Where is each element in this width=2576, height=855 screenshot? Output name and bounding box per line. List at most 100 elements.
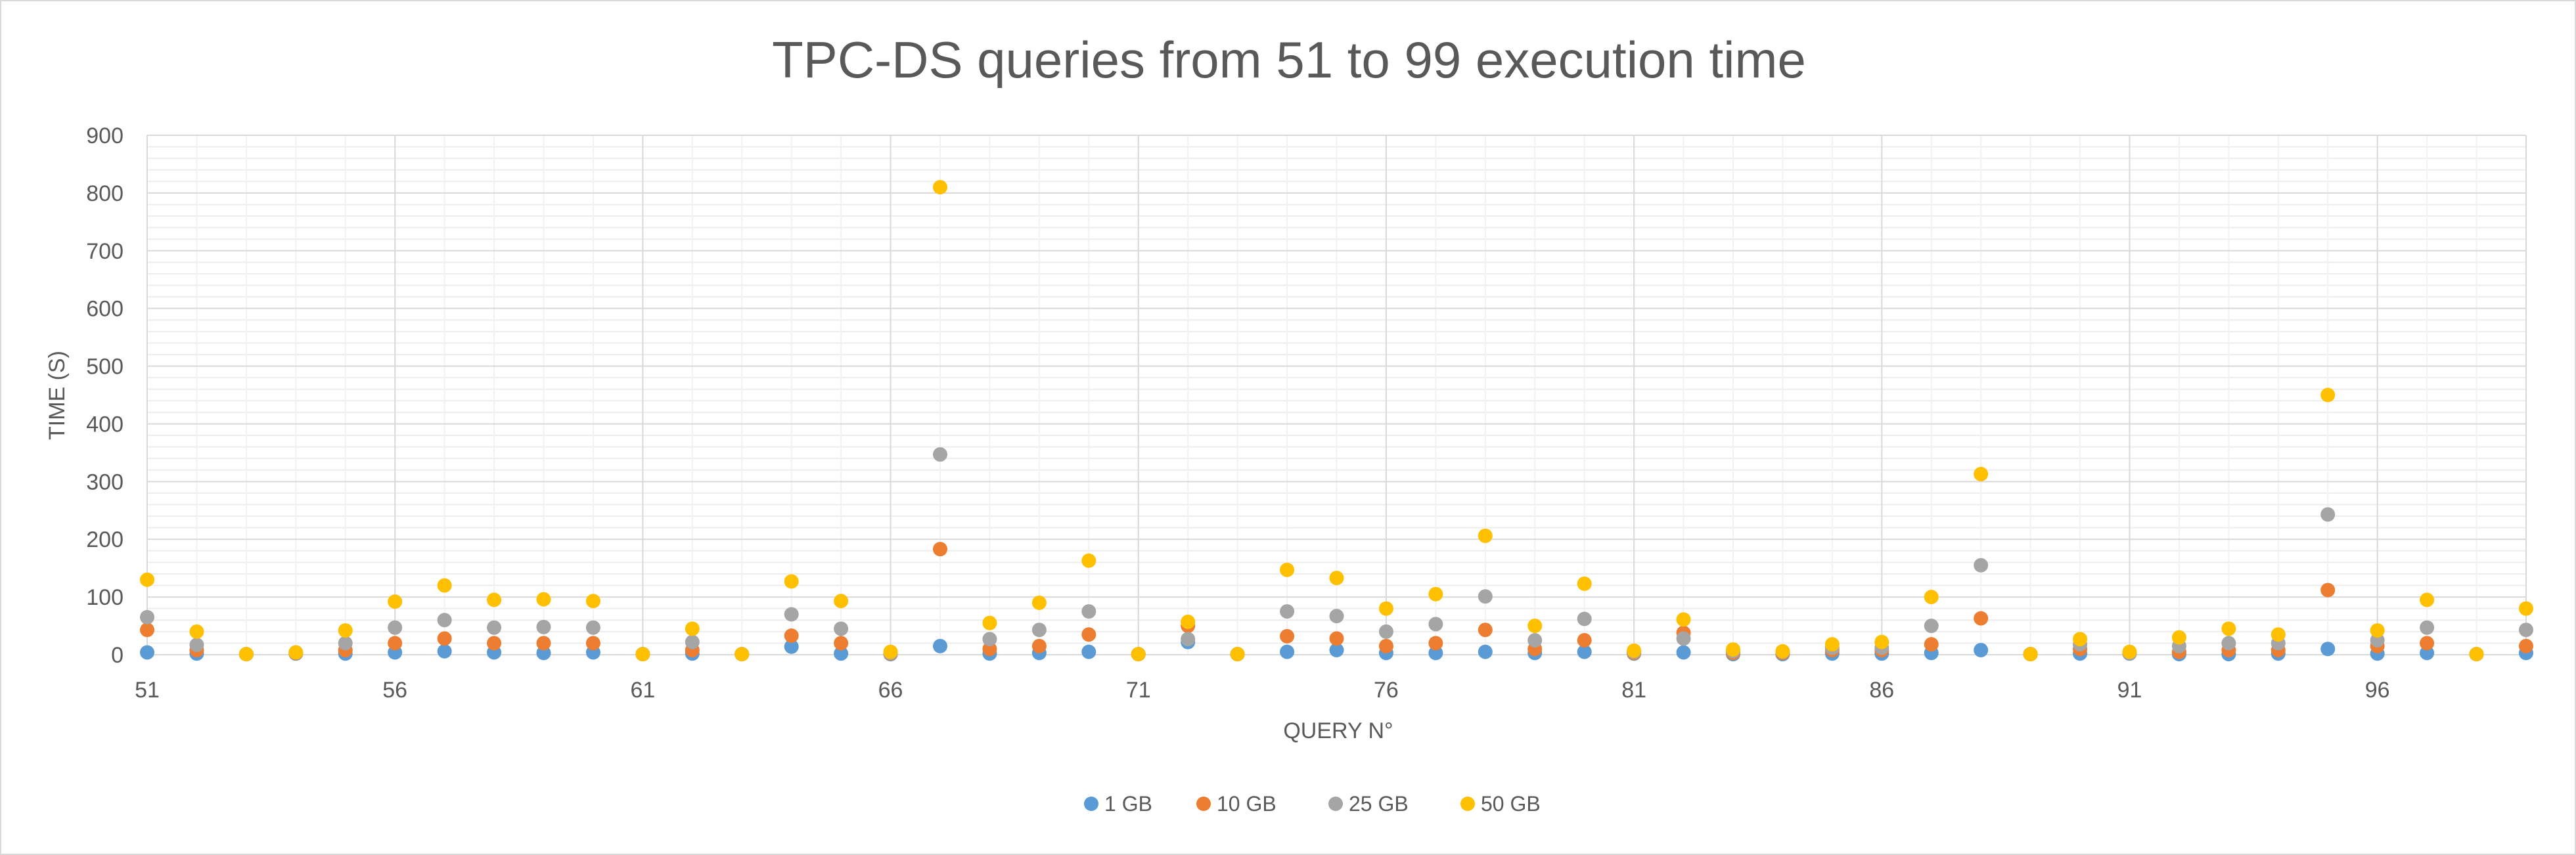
data-point <box>1527 633 1543 648</box>
data-point <box>883 644 898 659</box>
data-point <box>982 615 997 630</box>
data-point <box>2469 647 2484 662</box>
data-point <box>685 634 700 649</box>
data-point <box>2171 630 2186 645</box>
data-point <box>1280 604 1295 619</box>
data-point <box>933 638 947 653</box>
data-point <box>1329 571 1344 586</box>
data-point <box>1527 619 1543 634</box>
y-tick-label: 900 <box>86 123 124 148</box>
data-point <box>1676 645 1691 660</box>
legend-label: 10 GB <box>1217 792 1277 816</box>
data-point <box>2221 621 2236 636</box>
data-point <box>982 632 997 647</box>
x-tick-label: 81 <box>1621 678 1646 703</box>
data-point <box>1577 611 1592 626</box>
y-tick-label: 700 <box>86 239 124 264</box>
data-point <box>2271 627 2286 642</box>
data-point <box>1031 623 1047 638</box>
data-point <box>1378 601 1393 616</box>
x-tick-label: 71 <box>1126 678 1151 703</box>
data-point <box>2519 601 2533 616</box>
data-point <box>1924 590 1939 605</box>
data-point <box>2073 632 2088 647</box>
data-point <box>1378 624 1393 639</box>
data-point <box>140 623 154 638</box>
data-point <box>635 647 650 662</box>
data-point <box>1081 644 1096 659</box>
data-point <box>1378 638 1393 653</box>
data-point <box>1775 644 1790 659</box>
data-point <box>784 574 799 589</box>
data-point <box>1627 643 1642 658</box>
y-axis-ticks: 0 100 200 300 400 500 600 700 800 900 <box>86 123 124 668</box>
legend-item: 10 GB <box>1196 792 1277 816</box>
data-point <box>2221 636 2236 651</box>
chart-title: TPC-DS queries from 51 to 99 execution t… <box>772 31 1806 89</box>
data-point <box>1974 466 1989 481</box>
data-point <box>2420 620 2435 635</box>
data-point <box>1478 644 1493 659</box>
data-point <box>140 609 154 625</box>
data-point <box>238 647 254 662</box>
data-point <box>338 623 353 638</box>
data-point <box>1478 528 1493 543</box>
x-tick-label: 51 <box>135 678 160 703</box>
data-point <box>834 594 849 609</box>
legend-item: 50 GB <box>1460 792 1541 816</box>
data-point <box>1874 634 1889 649</box>
x-tick-label: 86 <box>1869 678 1894 703</box>
data-point <box>437 644 452 659</box>
y-axis-label: TIME (S) <box>45 351 70 440</box>
y-tick-label: 300 <box>86 470 124 494</box>
data-point <box>1280 644 1295 659</box>
legend-marker <box>1328 797 1343 811</box>
legend-item: 1 GB <box>1084 792 1152 816</box>
data-point <box>2320 387 2336 403</box>
data-point <box>1924 619 1939 634</box>
data-point <box>1031 595 1047 610</box>
legend-item: 25 GB <box>1328 792 1409 816</box>
data-point <box>585 636 600 651</box>
data-point <box>437 578 452 593</box>
data-point <box>834 646 849 661</box>
data-point <box>1081 627 1096 642</box>
data-point <box>1329 609 1344 624</box>
data-point <box>933 180 947 195</box>
data-point <box>1676 612 1691 627</box>
x-tick-label: 61 <box>630 678 655 703</box>
data-points <box>140 180 2533 662</box>
data-point <box>1031 638 1047 653</box>
data-point <box>933 447 947 462</box>
x-axis-label: QUERY N° <box>1283 718 1393 743</box>
data-point <box>1181 632 1196 647</box>
x-tick-label: 96 <box>2365 678 2390 703</box>
x-tick-label: 76 <box>1374 678 1399 703</box>
data-point <box>834 621 849 636</box>
data-point <box>585 620 600 635</box>
data-point <box>536 619 551 634</box>
legend-label: 1 GB <box>1104 792 1152 816</box>
legend: 1 GB 10 GB 25 GB 50 GB <box>1084 792 1541 816</box>
y-tick-label: 100 <box>86 585 124 610</box>
data-point <box>2320 642 2336 657</box>
data-point <box>1726 642 1740 657</box>
y-tick-label: 600 <box>86 297 124 322</box>
data-point <box>140 572 154 587</box>
data-point <box>189 624 204 639</box>
data-point <box>685 621 700 636</box>
x-tick-label: 56 <box>382 678 407 703</box>
data-point <box>2023 647 2038 662</box>
y-tick-label: 800 <box>86 181 124 206</box>
data-point <box>487 620 502 635</box>
data-point <box>338 636 353 651</box>
x-tick-label: 66 <box>878 678 903 703</box>
data-point <box>2370 623 2385 638</box>
data-point <box>487 592 502 607</box>
y-tick-label: 400 <box>86 412 124 437</box>
data-point <box>1329 642 1344 657</box>
data-point <box>2420 636 2435 651</box>
data-point <box>2320 582 2336 598</box>
